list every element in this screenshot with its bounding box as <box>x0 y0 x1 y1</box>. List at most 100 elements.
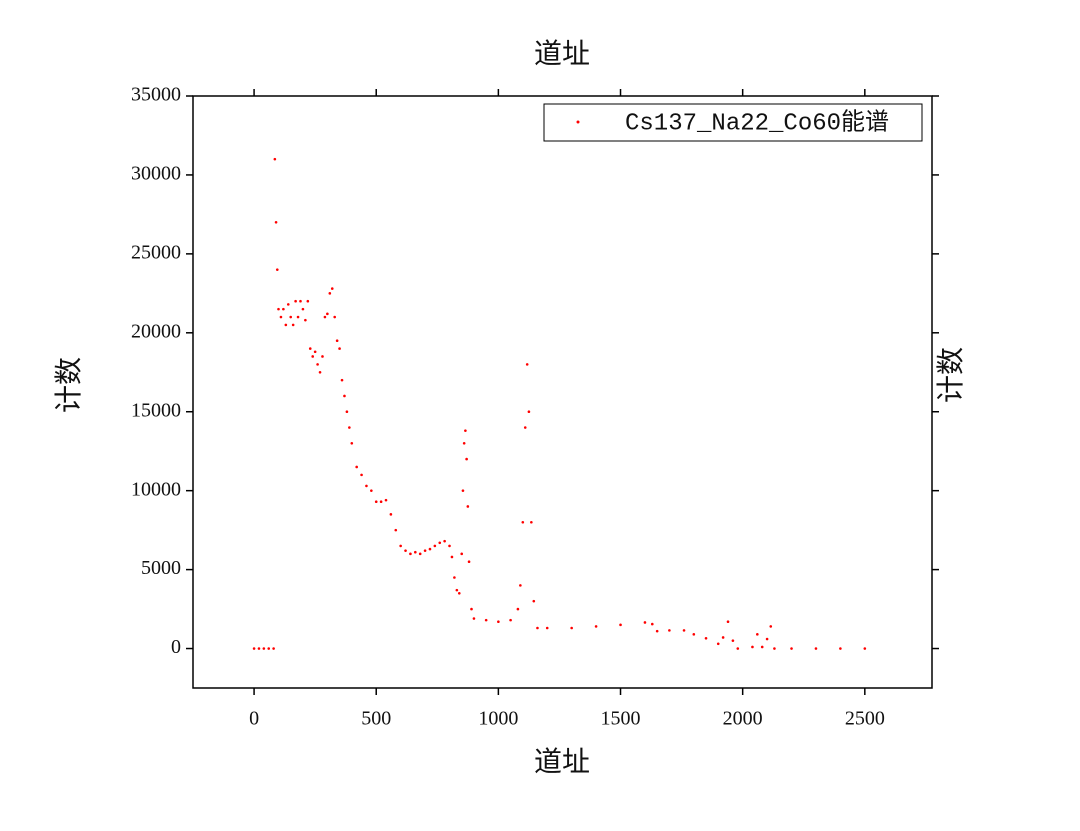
data-point <box>355 465 358 469</box>
data-point <box>736 647 740 650</box>
data-point <box>370 489 373 492</box>
x-tick-label: 500 <box>361 708 391 730</box>
y2-axis-title: 计数 <box>934 347 967 403</box>
y-tick-label: 35000 <box>131 84 181 106</box>
legend-box <box>543 103 923 142</box>
data-point <box>570 626 573 630</box>
data-point <box>284 323 288 327</box>
data-point <box>519 584 522 587</box>
data-point <box>460 552 464 556</box>
data-point <box>525 363 529 366</box>
x-tick-label: 2000 <box>723 708 763 730</box>
data-point <box>839 647 842 650</box>
data-point <box>289 315 293 319</box>
data-point <box>863 647 867 650</box>
data-point <box>497 620 500 623</box>
data-point <box>273 157 277 161</box>
data-point <box>516 607 520 611</box>
data-point <box>308 347 312 350</box>
data-point <box>704 636 708 640</box>
data-point <box>443 539 446 543</box>
data-point <box>668 629 671 632</box>
data-point <box>769 625 773 628</box>
data-point <box>461 489 465 492</box>
x-tick-label: 0 <box>249 708 259 730</box>
data-point <box>472 617 476 620</box>
data-point <box>692 633 696 636</box>
data-point <box>433 544 437 548</box>
data-point <box>338 347 341 350</box>
data-point <box>379 500 383 504</box>
legend-label: Cs137_Na22_Co60能谱 <box>625 108 889 137</box>
data-point <box>291 323 295 327</box>
data-point <box>294 299 297 303</box>
data-point <box>404 549 407 552</box>
y-tick-label: 0 <box>171 636 181 658</box>
data-point <box>790 647 793 650</box>
data-point <box>428 547 432 551</box>
data-point <box>326 312 329 316</box>
data-point <box>453 576 456 579</box>
data-point <box>384 498 388 502</box>
data-point <box>760 645 764 649</box>
data-point <box>423 549 427 552</box>
data-point <box>521 520 525 524</box>
data-point <box>464 429 467 432</box>
data-point <box>296 315 300 319</box>
plot-frame <box>192 95 933 689</box>
data-point <box>527 410 531 414</box>
y-tick-label: 15000 <box>131 399 181 421</box>
data-point <box>731 639 735 642</box>
data-point <box>345 410 349 414</box>
x-axis-title: 道址 <box>534 745 590 778</box>
data-point <box>318 370 322 374</box>
data-point <box>455 588 459 592</box>
data-point <box>360 473 363 477</box>
data-point <box>279 315 283 319</box>
data-point <box>716 642 720 646</box>
data-point <box>509 618 512 622</box>
data-point <box>457 591 461 595</box>
data-point <box>470 607 473 611</box>
data-point <box>682 629 686 632</box>
data-point <box>773 647 776 650</box>
data-point <box>262 647 266 650</box>
data-point <box>751 645 754 649</box>
x-tick-label: 1500 <box>601 708 641 730</box>
data-point <box>418 552 422 556</box>
y-axis-title: 计数 <box>52 357 85 413</box>
data-point <box>282 307 285 311</box>
data-point <box>311 355 315 358</box>
data-point <box>313 350 317 354</box>
y-tick-label: 5000 <box>141 557 181 579</box>
data-point <box>340 378 344 382</box>
data-point <box>484 618 488 622</box>
top-axis-title: 道址 <box>534 37 590 70</box>
data-point <box>523 426 527 429</box>
data-point <box>726 620 730 623</box>
data-point <box>765 637 769 641</box>
data-point <box>399 544 402 548</box>
data-point <box>619 623 622 627</box>
data-point <box>467 560 471 564</box>
data-point <box>274 220 278 224</box>
data-point <box>409 552 412 556</box>
data-point <box>267 647 271 650</box>
data-point <box>374 500 378 504</box>
x-tick-label: 2500 <box>845 708 885 730</box>
data-point <box>321 355 324 358</box>
data-point <box>323 315 327 319</box>
data-point <box>275 268 279 271</box>
data-point <box>394 528 398 532</box>
data-point <box>650 622 654 626</box>
data-point <box>414 550 417 554</box>
y-tick-label: 25000 <box>131 241 181 263</box>
data-point <box>465 457 468 461</box>
data-point <box>350 442 354 445</box>
data-point <box>594 625 598 628</box>
data-point <box>462 442 466 445</box>
data-point <box>348 426 351 429</box>
y-tick-label: 30000 <box>131 163 181 185</box>
x-tick-label: 1000 <box>478 708 518 730</box>
